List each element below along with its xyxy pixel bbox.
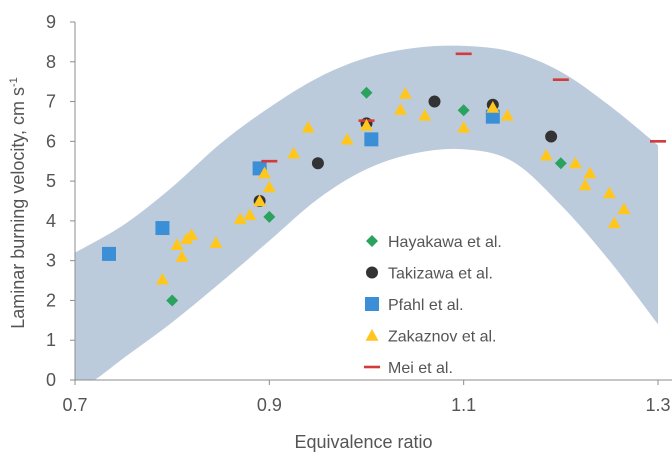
y-tick-label: 3 [46,251,56,271]
data-point-triangle [539,148,553,161]
data-point-triangle [209,236,223,248]
data-point-triangle [418,108,432,121]
x-axis-label: Equivalence ratio [294,432,432,452]
legend: Hayakawa et al. Takizawa et al. Pfahl et a… [364,234,502,377]
y-tick-label: 8 [46,52,56,72]
x-tick-label: 0.7 [62,395,87,415]
y-tick-label: 1 [46,330,56,350]
y-tick-labels: 0 1 2 3 4 5 6 7 8 9 [46,12,75,390]
legend-marker-circle [366,266,378,279]
plot-area [75,45,658,380]
data-point-triangle [262,180,276,193]
data-point-square [364,132,379,147]
x-tick-labels: 0.7 0.9 1.1 1.3 [62,380,671,415]
series-triangle [155,87,631,285]
data-point-triangle [398,87,412,99]
legend-marker-square [365,297,379,311]
legend-label: Takizawa et al. [388,266,493,283]
legend-item: Takizawa et al. [366,266,493,283]
data-point-triangle [185,228,199,241]
data-point-triangle [486,101,500,113]
x-tick-label: 1.1 [451,395,476,415]
data-point-diamond [457,104,470,117]
y-axis-label: Laminar burning velocity, cm s-1 [8,77,28,329]
data-point-diamond [166,294,179,307]
data-point-triangle [257,166,271,179]
legend-item: Zakaznov et al. [365,329,497,346]
data-point-triangle [170,238,184,250]
data-point-diamond [360,86,373,99]
data-point-triangle [155,272,169,285]
series-layer [102,52,666,307]
legend-label: Mei et al. [388,360,453,377]
data-point-square [485,109,500,124]
data-point-circle [311,157,324,170]
y-tick-label: 4 [46,211,56,231]
series-diamond [166,86,567,307]
data-point-triangle [602,186,616,199]
y-tick-label: 9 [46,12,56,32]
data-point-diamond [263,210,276,223]
data-point-triangle [617,202,631,215]
data-point-circle [545,130,558,143]
y-axis-label-text: Laminar burning velocity, cm s [8,87,28,329]
y-tick-label: 0 [46,370,56,390]
legend-item: Hayakawa et al. [366,234,502,251]
legend-item: Mei et al. [364,360,453,377]
legend-marker-triangle [365,329,379,341]
y-tick-label: 5 [46,171,56,191]
data-point-triangle [301,120,315,133]
uncertainty-band [75,45,658,380]
legend-label: Hayakawa et al. [388,234,502,251]
data-point-circle [428,95,441,108]
data-point-triangle [287,146,301,159]
data-point-triangle [568,156,582,169]
x-tick-label: 1.3 [645,395,670,415]
axes: 0.7 0.9 1.1 1.3 0 1 2 3 4 5 6 7 8 9 Equivalence rati… [8,12,672,452]
x-tick-label: 0.9 [257,395,282,415]
y-tick-label: 7 [46,92,56,112]
data-point-triangle [500,108,514,121]
data-point-diamond [554,157,567,170]
y-axis-label-unit: -1 [8,77,20,87]
data-point-square [102,246,117,261]
data-point-triangle [253,194,267,207]
data-point-triangle [175,250,189,262]
data-point-square [155,221,170,236]
y-tick-label: 2 [46,290,56,310]
legend-label: Zakaznov et al. [388,329,497,346]
data-point-triangle [360,118,373,131]
data-point-triangle [233,212,247,225]
legend-label: Pfahl et al. [388,297,464,314]
data-point-triangle [583,166,597,179]
data-point-triangle [607,216,621,229]
data-point-triangle [243,208,257,221]
y-tick-label: 6 [46,131,56,151]
data-point-triangle [340,132,354,145]
data-point-triangle [578,178,592,191]
series-square [102,109,500,261]
data-point-triangle [457,120,471,133]
legend-item: Pfahl et al. [365,297,464,314]
legend-marker-diamond [366,235,378,247]
data-point-triangle [394,103,408,115]
